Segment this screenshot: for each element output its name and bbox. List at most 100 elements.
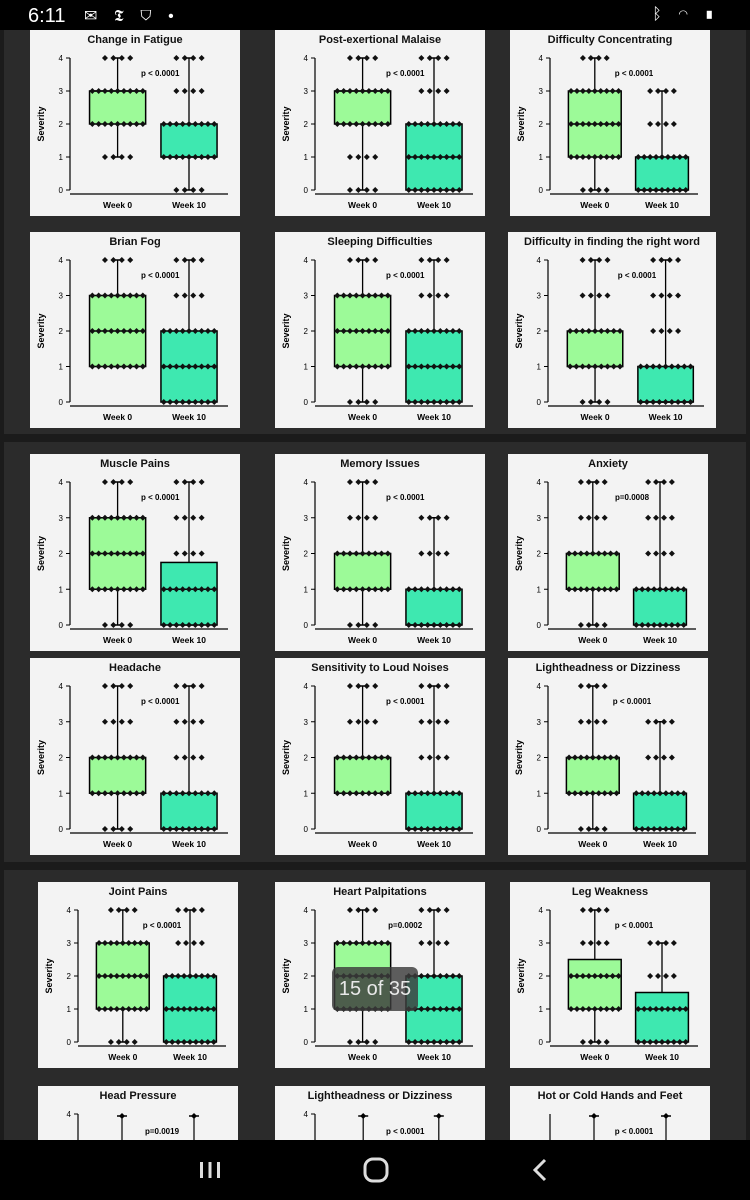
data-point xyxy=(418,121,425,127)
data-point xyxy=(577,550,584,557)
data-point xyxy=(183,907,190,913)
x-tick-label: Week 0 xyxy=(578,839,607,849)
data-point xyxy=(670,973,677,979)
document-viewer[interactable]: Change in Fatigue 0 1 2 3 4 Severity p < 0.0001… xyxy=(0,30,750,1140)
data-point xyxy=(418,683,425,689)
data-point xyxy=(211,121,218,127)
home-button[interactable] xyxy=(336,1140,416,1200)
x-tick-label: Week 10 xyxy=(645,1052,679,1062)
data-point xyxy=(443,586,450,593)
y-axis-label: Severity xyxy=(516,958,526,993)
data-point xyxy=(175,907,182,913)
data-point xyxy=(181,514,188,521)
data-point xyxy=(334,940,341,946)
data-point xyxy=(662,363,669,370)
data-point xyxy=(137,973,144,979)
x-tick-label: Week 0 xyxy=(578,635,607,645)
data-point xyxy=(449,121,456,127)
y-axis-label: Severity xyxy=(36,106,46,141)
recent-apps-button[interactable] xyxy=(170,1140,250,1200)
data-point xyxy=(108,292,115,299)
data-point xyxy=(601,514,608,521)
data-point xyxy=(363,907,370,913)
back-button[interactable] xyxy=(500,1140,580,1200)
data-point xyxy=(647,1006,654,1012)
x-tick-label: Week 0 xyxy=(580,1052,609,1062)
data-point xyxy=(89,292,96,299)
chart-card: Memory Issues 0 1 2 3 4 Severity p < 0.0001 Week… xyxy=(275,454,485,651)
data-point xyxy=(566,790,573,797)
y-tick-label: 3 xyxy=(537,718,542,727)
data-point xyxy=(633,586,640,593)
data-point xyxy=(670,940,677,946)
box-week-0 xyxy=(566,330,624,368)
data-point xyxy=(204,363,211,370)
data-point xyxy=(173,363,180,370)
data-point xyxy=(603,907,610,913)
data-point xyxy=(108,586,115,593)
data-point xyxy=(573,154,580,160)
data-point xyxy=(192,121,199,127)
data-point xyxy=(340,550,347,557)
data-point xyxy=(365,121,372,127)
data-point xyxy=(593,683,600,689)
data-point xyxy=(615,88,622,94)
data-point xyxy=(650,363,657,370)
y-axis-label: Severity xyxy=(36,536,46,571)
data-point xyxy=(204,328,211,334)
box-plot: Head Pressure 4 p=0.0019 xyxy=(67,1090,199,1140)
data-point xyxy=(591,154,598,160)
data-point xyxy=(340,328,347,334)
bluetooth-icon: ᛒ xyxy=(652,6,668,23)
data-point xyxy=(437,363,444,370)
data-point xyxy=(346,586,353,593)
data-point xyxy=(613,586,620,593)
box-week-10 xyxy=(637,365,695,403)
data-point xyxy=(133,88,140,94)
data-point xyxy=(435,292,442,299)
y-tick-label: 2 xyxy=(304,327,309,336)
data-point xyxy=(119,973,126,979)
data-point xyxy=(418,154,425,160)
data-point xyxy=(579,187,586,193)
y-tick-label: 2 xyxy=(539,972,544,981)
data-point xyxy=(585,718,592,725)
data-point xyxy=(363,55,370,61)
data-point xyxy=(139,790,146,797)
p-value-label: p < 0.0001 xyxy=(386,697,425,706)
data-point xyxy=(577,790,584,797)
data-point xyxy=(108,328,115,334)
y-tick-label: 2 xyxy=(59,550,64,559)
data-point xyxy=(641,187,648,193)
data-point xyxy=(346,187,353,193)
data-point xyxy=(120,88,127,94)
data-point xyxy=(412,826,419,832)
data-point xyxy=(651,826,658,832)
y-tick-label: 0 xyxy=(537,398,542,407)
data-point xyxy=(585,88,592,94)
data-point xyxy=(365,88,372,94)
data-point xyxy=(114,328,121,334)
data-point xyxy=(192,586,199,593)
data-point xyxy=(598,328,605,334)
data-point xyxy=(609,121,616,127)
data-point xyxy=(101,257,108,263)
chart-title: Joint Pains xyxy=(109,886,168,898)
data-point xyxy=(334,586,341,593)
y-tick-label: 2 xyxy=(59,120,64,129)
data-point xyxy=(424,826,431,832)
y-tick-label: 2 xyxy=(304,754,309,763)
data-point xyxy=(601,790,608,797)
data-point xyxy=(378,88,385,94)
data-point xyxy=(204,973,211,979)
data-point xyxy=(198,754,205,761)
data-point xyxy=(435,1113,442,1119)
data-point xyxy=(418,1006,425,1012)
data-point xyxy=(190,257,197,263)
data-point xyxy=(653,1039,660,1045)
data-point xyxy=(160,328,167,334)
data-point xyxy=(426,754,433,761)
data-point xyxy=(653,1006,660,1012)
data-point xyxy=(426,718,433,725)
data-point xyxy=(365,550,372,557)
